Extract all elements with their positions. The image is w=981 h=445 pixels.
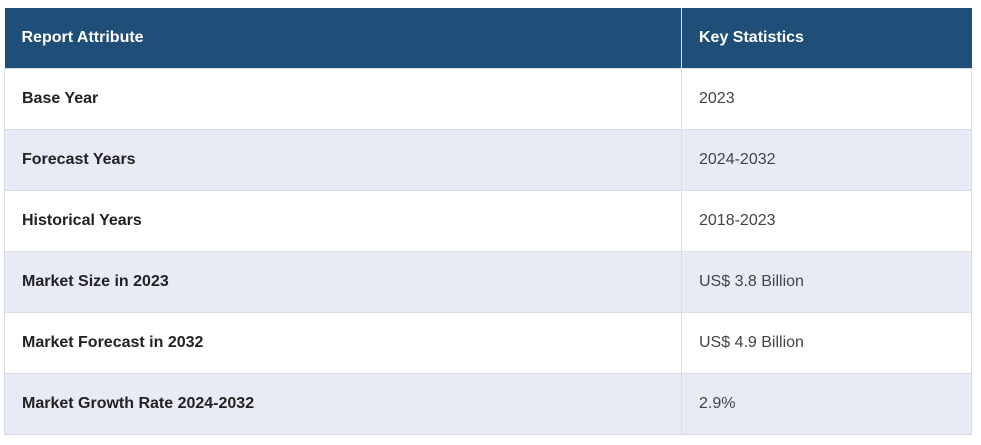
- table-body: Base Year 2023 Forecast Years 2024-2032 …: [4, 67, 972, 435]
- table-row: Market Size in 2023 US$ 3.8 Billion: [4, 250, 972, 313]
- row-attribute: Market Growth Rate 2024-2032: [4, 372, 682, 435]
- row-value: US$ 3.8 Billion: [681, 250, 972, 313]
- table-row: Market Forecast in 2032 US$ 4.9 Billion: [4, 311, 972, 374]
- table-row: Base Year 2023: [4, 67, 972, 130]
- row-attribute: Historical Years: [4, 189, 682, 252]
- report-attributes-table: Report Attribute Key Statistics Base Yea…: [4, 8, 972, 435]
- table-row: Forecast Years 2024-2032: [4, 128, 972, 191]
- row-attribute: Market Forecast in 2032: [4, 311, 682, 374]
- header-key-statistics: Key Statistics: [681, 8, 972, 68]
- row-value: 2018-2023: [681, 189, 972, 252]
- row-attribute: Base Year: [4, 67, 682, 130]
- row-value: 2024-2032: [681, 128, 972, 191]
- table-row: Historical Years 2018-2023: [4, 189, 972, 252]
- row-value: US$ 4.9 Billion: [681, 311, 972, 374]
- report-table-container: Report Attribute Key Statistics Base Yea…: [4, 8, 972, 435]
- row-value: 2023: [681, 67, 972, 130]
- row-attribute: Market Size in 2023: [4, 250, 682, 313]
- table-row: Market Growth Rate 2024-2032 2.9%: [4, 372, 972, 435]
- header-row: Report Attribute Key Statistics: [4, 8, 972, 68]
- table-header: Report Attribute Key Statistics: [4, 8, 972, 68]
- row-value: 2.9%: [681, 372, 972, 435]
- header-report-attribute: Report Attribute: [4, 8, 682, 68]
- row-attribute: Forecast Years: [4, 128, 682, 191]
